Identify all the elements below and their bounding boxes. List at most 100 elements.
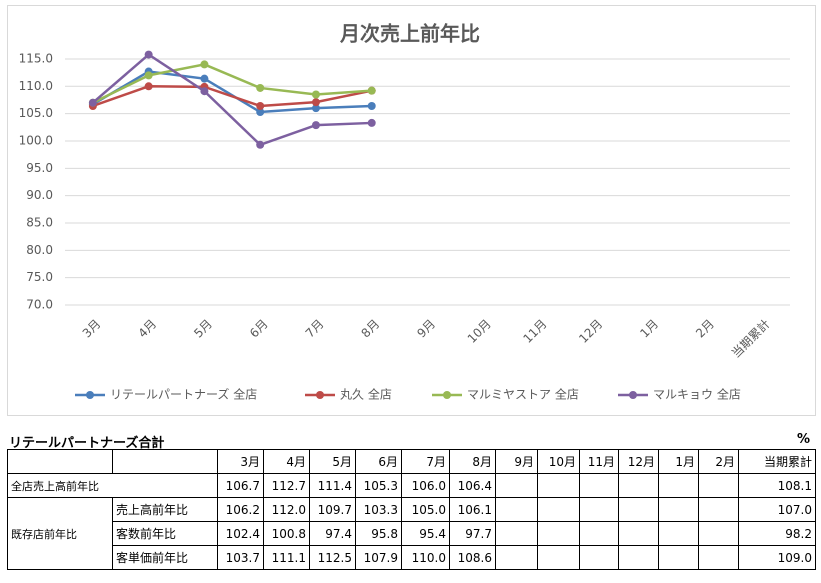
cell: 98.2 [738,521,816,546]
row-label: 客数前年比 [112,521,218,546]
table-row: 客単価前年比 103.7 111.1 112.5 107.9 110.0 108.6 109.… [8,545,816,570]
cell: 102.4 [217,521,264,546]
cell [698,497,739,522]
cell [495,521,538,546]
cell: 97.7 [449,521,496,546]
table-row: 既存店前年比 売上高前年比 106.2 112.0 109.7 103.3 105.0 106… [7,497,816,570]
point [311,90,320,99]
table-row: 3月 4月 5月 6月 7月 8月 9月 10月 11月 12月 1月 2月 当期累計 [7,449,816,474]
cell [618,497,659,522]
point [144,50,153,59]
header-cell: 6月 [355,449,402,474]
chart-frame [7,5,816,416]
cell [658,521,699,546]
cell: 109.0 [738,545,816,570]
point [367,101,376,110]
point [256,108,265,117]
point [88,98,97,107]
cell [495,497,538,522]
point [311,98,320,107]
cell: 107.0 [738,497,816,522]
row-label: 客単価前年比 [112,545,218,570]
cell [537,521,580,546]
cell [579,497,619,522]
cell: 108.1 [738,473,816,498]
point [256,101,265,110]
cell [495,545,538,570]
cell: 103.3 [355,497,402,522]
row-label: 全店売上高前年比 [7,473,218,498]
point [144,82,153,91]
cell: 100.8 [263,521,310,546]
header-cell: 10月 [537,449,580,474]
legend-marker [443,391,451,399]
cell [658,545,699,570]
table-title: リテールパートナーズ合計 [9,436,165,451]
y-tick-label: 95.0 [26,161,53,175]
cell: 105.0 [401,497,450,522]
y-tick-label: 100.0 [19,133,53,147]
cell: 95.8 [355,521,402,546]
cell: 106.7 [217,473,264,498]
cell: 106.4 [449,473,496,498]
cell [495,473,538,498]
table-row: 客数前年比 102.4 100.8 97.4 95.8 95.4 97.7 98.2 [8,521,816,546]
legend-label: リテールパートナーズ 全店 [110,387,257,402]
legend-label: マルミヤストア 全店 [467,387,579,402]
cell [658,497,699,522]
cell: 106.0 [401,473,450,498]
cell: 111.1 [263,545,310,570]
y-tick-label: 85.0 [26,215,53,229]
header-cell: 12月 [618,449,659,474]
legend-label: 丸久 全店 [340,387,392,402]
y-tick-label: 110.0 [19,79,53,93]
point [200,74,209,83]
y-tick-label: 90.0 [26,188,53,202]
y-tick-label: 105.0 [19,106,53,120]
cell: 105.3 [355,473,402,498]
series-line [92,63,372,104]
header-cell [7,449,113,474]
legend-marker [86,391,94,399]
header-cell: 11月 [579,449,619,474]
header-cell: 1月 [658,449,699,474]
cell: 95.4 [401,521,450,546]
cell: 107.9 [355,545,402,570]
cell [658,473,699,498]
cell [618,545,659,570]
header-cell: 4月 [263,449,310,474]
chart: 月次売上前年比 70.0 75.0 80.0 85.0 90.0 95.0 100.0 105… [7,5,816,416]
header-cell: 5月 [309,449,356,474]
point [256,83,265,92]
series-line [92,85,372,108]
cell: 108.6 [449,545,496,570]
table-row: 全店売上高前年比 106.7 112.7 111.4 105.3 106.0 106.4 10… [7,473,816,498]
cell [698,545,739,570]
legend-label: マルキョウ 全店 [653,387,741,402]
chart-title: 月次売上前年比 [339,22,480,46]
point [367,118,376,127]
table: 3月 4月 5月 6月 7月 8月 9月 10月 11月 12月 1月 2月 当期累計 全店売上高前年比 1… [7,449,816,570]
y-tick-label: 70.0 [26,298,53,312]
point [200,60,209,69]
cell: 112.7 [263,473,310,498]
cell: 110.0 [401,545,450,570]
table-unit: % [797,432,811,447]
y-tick-label: 75.0 [26,270,53,284]
point [200,87,209,96]
cell: 112.0 [263,497,310,522]
point [311,121,320,130]
cell [579,545,619,570]
header-cell: 8月 [449,449,496,474]
cell: 112.5 [309,545,356,570]
legend-marker [316,391,324,399]
point [256,140,265,149]
cell [579,473,619,498]
cell: 109.7 [309,497,356,522]
header-cell [112,449,218,474]
row-label: 売上高前年比 [112,497,218,522]
point [144,71,153,80]
cell: 106.1 [449,497,496,522]
cell [618,473,659,498]
